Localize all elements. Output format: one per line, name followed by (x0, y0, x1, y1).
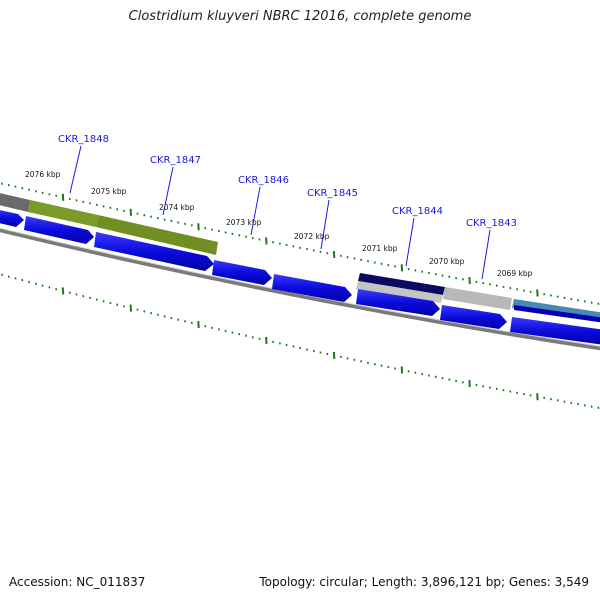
cds-arrow (24, 216, 94, 244)
cds-arrow-top-right (514, 305, 600, 323)
backbone-line (0, 228, 600, 351)
cds-track (0, 210, 600, 345)
cds-arrow (272, 274, 352, 302)
accession-text: Accession: NC_011837 (9, 575, 146, 589)
kbp-label: 2070 kbp (429, 257, 465, 266)
gene-label-ckr-1848[interactable]: CKR_1848 (58, 134, 109, 145)
kbp-labels: 2076 kbp 2075 kbp 2074 kbp 2073 kbp 2072… (25, 170, 533, 278)
cog-segment-gray-left (0, 193, 30, 212)
cog-segment-ckr-1843 (443, 287, 512, 310)
cog-segment-ckr-1848 (28, 200, 98, 227)
kbp-label: 2072 kbp (294, 232, 330, 241)
genome-summary-text: Topology: circular; Length: 3,896,121 bp… (259, 575, 589, 589)
cds-arrow (212, 260, 272, 285)
cog-segment-ckr-1847 (96, 215, 218, 255)
cds-arrow (0, 210, 24, 227)
gene-label-ckr-1846[interactable]: CKR_1846 (238, 175, 289, 186)
gene-label-ckr-1844[interactable]: CKR_1844 (392, 206, 443, 217)
kbp-label: 2071 kbp (362, 244, 398, 253)
kbp-label: 2074 kbp (159, 203, 195, 212)
cog-band (0, 193, 600, 322)
cds-arrow (356, 289, 440, 316)
gene-leader-line (481, 229, 491, 280)
kbp-label: 2073 kbp (226, 218, 262, 227)
outer-tick-ring (1, 182, 600, 305)
cds-arrow (510, 317, 600, 345)
cds-arrow (94, 232, 214, 271)
gene-leader-line (250, 186, 261, 236)
cog-segment-ckr-1844 (358, 273, 445, 295)
cog-segment-ckr-1844-light (356, 281, 443, 303)
gene-leader-line (69, 145, 82, 194)
kbp-label: 2075 kbp (91, 187, 127, 196)
gene-labels[interactable]: CKR_1848 CKR_1847 CKR_1846 CKR_1845 CKR_… (58, 134, 517, 280)
gene-label-ckr-1843[interactable]: CKR_1843 (466, 218, 517, 229)
gene-label-ckr-1847[interactable]: CKR_1847 (150, 155, 201, 166)
gene-leader-line (162, 166, 174, 216)
gene-leader-line (405, 217, 415, 267)
kbp-label: 2076 kbp (25, 170, 61, 179)
map-title: Clostridium kluyveri NBRC 12016, complet… (128, 9, 472, 24)
gene-label-ckr-1845[interactable]: CKR_1845 (307, 188, 358, 199)
cds-arrow (440, 305, 507, 329)
kbp-label: 2069 kbp (497, 269, 533, 278)
inner-tick-ring (1, 273, 600, 409)
gene-leader-line (320, 199, 330, 250)
